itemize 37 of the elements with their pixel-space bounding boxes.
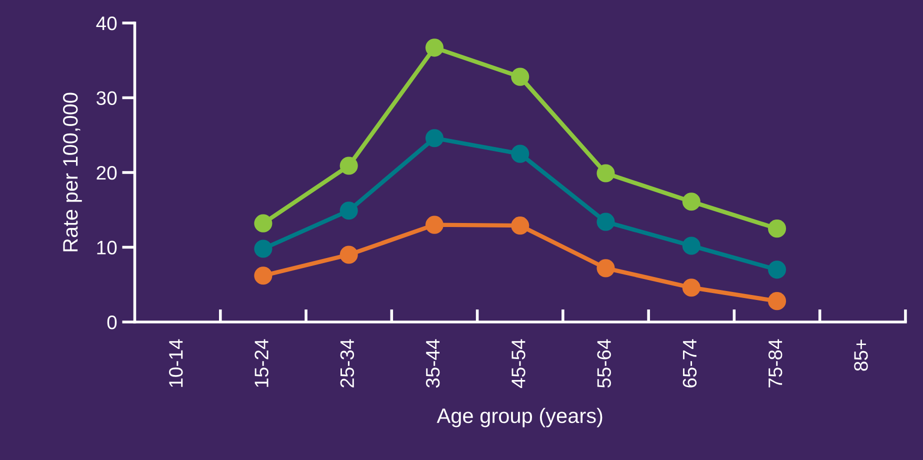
point — [340, 246, 358, 264]
point — [768, 260, 786, 279]
point — [511, 216, 530, 235]
point — [425, 38, 444, 57]
point — [768, 220, 786, 238]
x-tick-label: 75-84 — [768, 339, 782, 388]
point — [254, 240, 272, 258]
x-tick-label: 10-14 — [169, 339, 183, 387]
point — [596, 164, 615, 182]
x-tick-label: 25-34 — [340, 339, 354, 388]
x-tick-label: 45-54 — [512, 339, 526, 388]
point — [254, 214, 272, 232]
point — [682, 236, 700, 255]
x-tick-label: 55-64 — [597, 339, 611, 388]
x-tick-label: 85+ — [854, 340, 868, 371]
x-axis-title: Age group (years) — [436, 408, 602, 428]
y-tick-label: 30 — [96, 91, 117, 105]
y-tick-label: 0 — [107, 315, 117, 330]
point — [682, 278, 700, 297]
y-axis-title: Rate per 100,000 — [63, 92, 82, 252]
point — [768, 292, 786, 310]
point — [340, 156, 358, 175]
point — [682, 192, 700, 211]
y-tick-label: 40 — [96, 16, 117, 30]
x-tick-label: 35-44 — [426, 339, 440, 388]
x-tick-label: 15-24 — [254, 339, 268, 387]
point — [425, 129, 444, 148]
y-tick-label: 20 — [96, 166, 117, 180]
point — [511, 144, 530, 163]
y-tick-label: 10 — [97, 240, 117, 254]
point — [425, 216, 444, 234]
point — [511, 68, 530, 86]
point — [254, 266, 272, 285]
point — [340, 202, 358, 220]
x-tick-label: 65-74 — [682, 339, 697, 388]
point — [596, 259, 615, 278]
point — [596, 212, 615, 231]
